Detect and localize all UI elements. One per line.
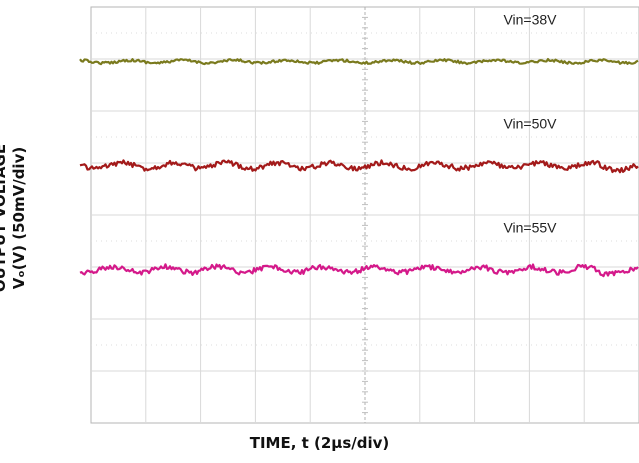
y-axis-label-line2: Vₒ(V) (50mV/div) [10, 146, 28, 290]
trace-label-1: Vin=38V [503, 12, 557, 28]
trace-3 [79, 263, 639, 278]
traces [79, 57, 639, 278]
trace-label-3: Vin=55V [503, 220, 557, 236]
trace-labels: Vin=38V Vin=50V Vin=55V [503, 12, 557, 236]
trace-label-2: Vin=50V [503, 116, 557, 132]
x-axis-label: TIME, t (2µs/div) [249, 434, 390, 452]
trace-2 [79, 159, 639, 174]
trace-1 [79, 57, 639, 66]
y-axis-label-line1: OUTPUT VOLTAGE [0, 143, 9, 293]
